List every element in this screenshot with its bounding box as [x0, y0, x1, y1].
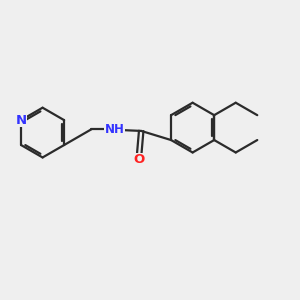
Text: NH: NH: [105, 123, 124, 136]
Text: N: N: [16, 114, 27, 127]
Text: O: O: [133, 154, 144, 166]
